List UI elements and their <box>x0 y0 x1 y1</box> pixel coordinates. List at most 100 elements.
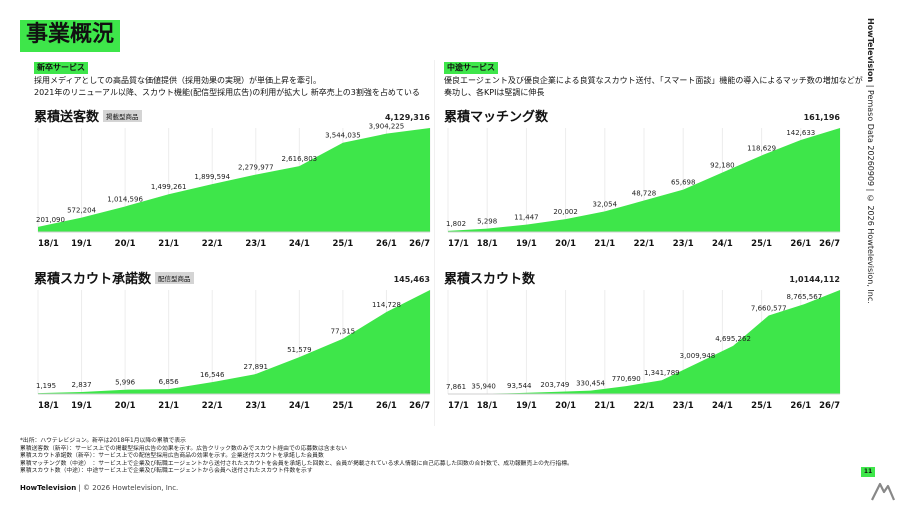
tick-label: 22/1 <box>202 401 223 411</box>
new-grad-description: 採用メディアとしての高品質な価値提供（採用効果の実現）が単価上昇を牽引。 202… <box>34 75 420 99</box>
tick-label: 24/1 <box>712 401 733 411</box>
tick-label: 26/7 <box>409 401 430 411</box>
chart-title-1-text: 累積送客数 <box>34 110 100 125</box>
tick-label: 20/1 <box>115 239 136 249</box>
data-label: 4,129,316 <box>385 113 430 122</box>
area-series <box>448 290 840 394</box>
data-label: 2,616,803 <box>282 155 318 163</box>
new-grad-line-1: 採用メディアとしての高品質な価値提供（採用効果の実現）が単価上昇を牽引。 <box>34 76 322 85</box>
data-label: 77,315 <box>331 328 356 336</box>
tick-label: 17/1 <box>448 401 469 411</box>
tick-label: 20/1 <box>555 239 576 249</box>
chart-title-2-text: 累積マッチング数 <box>444 110 549 125</box>
tick-label: 19/1 <box>516 239 537 249</box>
footer: HowTelevision | © 2026 Howtelevision, In… <box>20 484 178 492</box>
tick-label: 26/7 <box>819 239 840 249</box>
chart-title-4-text: 累積スカウト数 <box>444 272 536 287</box>
footnote-4: 累積マッチング数（中途） ：サービス上で企業及び転職エージェントから送付されたス… <box>20 460 573 467</box>
tick-label: 19/1 <box>71 401 92 411</box>
data-label: 145,463 <box>394 275 430 284</box>
side-rest: | Pemaso Data 20260909 | © 2026 Howtelev… <box>866 82 875 304</box>
tick-label: 21/1 <box>158 239 179 249</box>
data-label: 27,891 <box>244 363 269 371</box>
page-title: 事業概況 <box>20 20 121 52</box>
corner-logo-icon <box>871 482 896 501</box>
chart-title-3-text: 累積スカウト承諾数 <box>34 272 152 287</box>
tick-label: 18/1 <box>477 239 498 249</box>
tick-label: 23/1 <box>245 401 266 411</box>
tick-label: 21/1 <box>158 401 179 411</box>
tick-label: 19/1 <box>516 401 537 411</box>
side-brand: HowTelevision <box>866 18 875 83</box>
tick-label: 23/1 <box>673 239 694 249</box>
tick-label: 20/1 <box>115 401 136 411</box>
tick-label: 24/1 <box>289 239 310 249</box>
chart-title-2: 累積マッチング数 <box>444 106 548 125</box>
chart-cumulative-scout-accepts: 1,195 2,837 5,996 6,856 16,546 27,891 51,579 77… <box>36 275 431 411</box>
new-grad-line-2: 2021年のリニューアル以降、スカウト機能(配信型採用広告)の利用が拡大し 新卒… <box>34 88 420 97</box>
data-label: 32,054 <box>593 200 618 208</box>
tick-label: 23/1 <box>673 401 694 411</box>
data-label: 5,996 <box>115 379 136 387</box>
data-label: 92,180 <box>710 162 735 170</box>
data-label: 1,802 <box>446 220 466 228</box>
data-label: 48,728 <box>632 190 657 198</box>
tick-label: 26/1 <box>790 239 811 249</box>
data-label: 1,499,261 <box>151 183 187 191</box>
mid-career-line-2: 奏功し、各KPIは堅調に伸長 <box>444 88 545 97</box>
data-label: 3,544,035 <box>325 132 361 140</box>
data-label: 6,856 <box>159 378 180 386</box>
chart-badge-3: 配信型商品 <box>155 272 194 284</box>
tick-label: 21/1 <box>594 239 615 249</box>
data-label: 3,009,948 <box>680 352 716 360</box>
footnotes: *出所：ハウテレビジョン。新卒は2018年1月以降の累積で表示 累積送客数（新卒… <box>20 438 573 476</box>
data-label: 1,014,596 <box>107 195 143 203</box>
chart-badge-1: 掲載型商品 <box>103 110 142 122</box>
data-label: 118,629 <box>747 144 776 152</box>
chart-title-3: 累積スカウト承諾数 配信型商品 <box>34 268 194 287</box>
new-grad-tag: 新卒サービス <box>34 62 88 74</box>
data-label: 1,195 <box>36 382 56 390</box>
chart-cumulative-scouts: 7,861 35,940 93,544 203,749 330,454770,6901,… <box>446 275 841 411</box>
footer-copyright: | © 2026 Howtelevision, Inc. <box>78 484 179 492</box>
data-label: 201,090 <box>36 216 65 224</box>
data-label: 2,279,977 <box>238 164 274 172</box>
chart-title-4: 累積スカウト数 <box>444 268 535 287</box>
data-label: 51,579 <box>287 346 312 354</box>
mid-career-tag: 中途サービス <box>444 62 498 74</box>
chart-cumulative-matchings: 1,802 5,298 11,447 20,002 32,054 48,728 65,698… <box>446 113 841 249</box>
tick-label: 18/1 <box>38 239 59 249</box>
footnote-3: 累積スカウト承諾数（新卒）：サービス上での配信型採用広告商品の効果を示す。企業送… <box>20 453 324 460</box>
tick-label: 26/1 <box>376 239 397 249</box>
data-label: 1,341,789 <box>644 369 680 377</box>
tick-label: 17/1 <box>448 239 469 249</box>
data-label: 161,196 <box>804 113 841 122</box>
tick-label: 26/1 <box>790 401 811 411</box>
data-label: 4,695,262 <box>715 335 751 343</box>
tick-label: 21/1 <box>594 401 615 411</box>
footnote-1: *出所：ハウテレビジョン。新卒は2018年1月以降の累積で表示 <box>20 438 186 444</box>
tick-label: 19/1 <box>71 239 92 249</box>
data-label: 20,002 <box>553 208 578 216</box>
tick-label: 23/1 <box>245 239 266 249</box>
tick-label: 25/1 <box>751 401 772 411</box>
data-label: 142,633 <box>786 129 815 137</box>
tick-label: 25/1 <box>332 239 353 249</box>
mid-career-line-1: 優良エージェント及び優良企業による良質なスカウト送付、「スマート面談」機能の導入… <box>444 76 863 85</box>
data-label: 3,904,225 <box>369 123 405 131</box>
data-label: 770,690 <box>612 375 641 383</box>
data-label: 5,298 <box>477 218 497 226</box>
tick-label: 18/1 <box>38 401 59 411</box>
data-label: 7,660,577 <box>751 304 787 312</box>
tick-label: 22/1 <box>202 239 223 249</box>
footer-brand: HowTelevision <box>20 484 77 492</box>
tick-label: 18/1 <box>477 401 498 411</box>
tick-label: 26/1 <box>376 401 397 411</box>
tick-label: 22/1 <box>634 401 655 411</box>
section-divider <box>434 60 435 426</box>
tick-label: 26/7 <box>409 239 430 249</box>
data-label: 7,861 <box>446 383 466 391</box>
data-label: 203,749 <box>540 381 569 389</box>
data-label: 65,698 <box>671 179 696 187</box>
